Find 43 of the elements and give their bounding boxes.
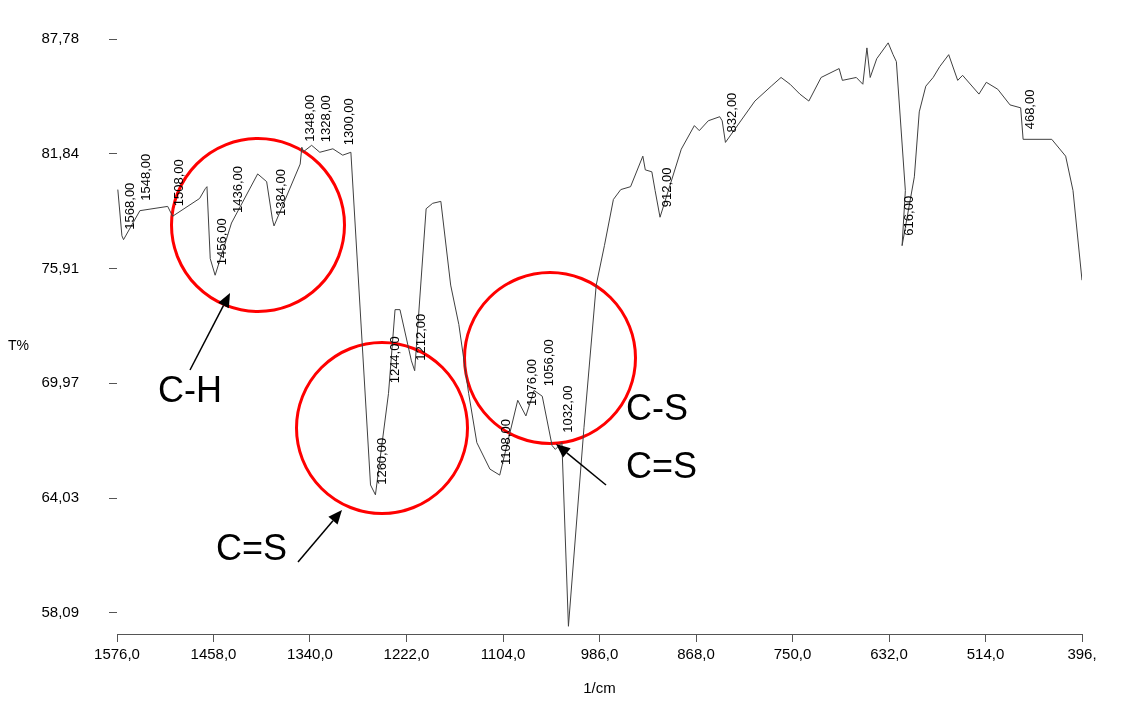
annotation: C=S <box>626 445 698 486</box>
x-tick-label: 1576,0 <box>94 645 140 663</box>
annotation: 1056,00 <box>540 339 556 387</box>
annotation: 1548,00 <box>138 153 154 201</box>
x-axis-title: 1/cm <box>583 679 616 697</box>
annotation: 468,00 <box>1021 89 1037 130</box>
y-tick-label: 64,03 <box>41 488 79 506</box>
annotation: C=S <box>216 527 288 568</box>
x-tick-label: 1104,0 <box>480 645 526 663</box>
annotation: 1032,00 <box>560 385 576 433</box>
annotation: 616,00 <box>900 195 916 236</box>
annotation: 1568,00 <box>122 182 138 230</box>
annotation: 1384,00 <box>272 168 288 216</box>
x-tick-label: 986,0 <box>580 645 619 663</box>
x-tick-label: 632,0 <box>870 645 908 663</box>
annotation: 912,00 <box>658 167 674 208</box>
annotation: 1108,00 <box>498 419 514 466</box>
annotation: 1508,00 <box>171 159 187 207</box>
annotation: 1212,00 <box>413 313 429 361</box>
x-tick-label: 396, <box>1067 645 1097 663</box>
x-tick-label: 514,0 <box>966 645 1005 663</box>
annotation: 1456,00 <box>213 218 229 266</box>
annotation: 1300,00 <box>341 98 357 146</box>
y-tick-label: 75,91 <box>41 258 79 276</box>
y-tick-label: 81,84 <box>41 143 79 161</box>
annotation: 832,00 <box>724 92 740 133</box>
x-tick-label: 868,0 <box>677 645 715 663</box>
x-tick-label: 1458,0 <box>190 645 237 663</box>
annotation: 1244,00 <box>387 336 403 384</box>
y-tick-label: 69,97 <box>41 373 79 391</box>
x-tick-label: 750,0 <box>773 645 812 663</box>
annotation: C-S <box>626 387 688 428</box>
y-tick-label: 87,78 <box>41 29 79 47</box>
annotation: 1436,00 <box>230 166 246 214</box>
y-tick-label: 58,09 <box>41 603 79 621</box>
annotation: 1328,00 <box>318 95 334 143</box>
y-axis-title: T% <box>8 337 29 354</box>
x-tick-label: 1222,0 <box>383 645 430 663</box>
x-tick-label: 1340,0 <box>287 645 333 663</box>
annotation: 1076,00 <box>524 358 540 406</box>
annotation: C-H <box>158 369 222 410</box>
annotation: 1348,00 <box>302 94 318 142</box>
annotation: 1260,00 <box>374 437 389 485</box>
